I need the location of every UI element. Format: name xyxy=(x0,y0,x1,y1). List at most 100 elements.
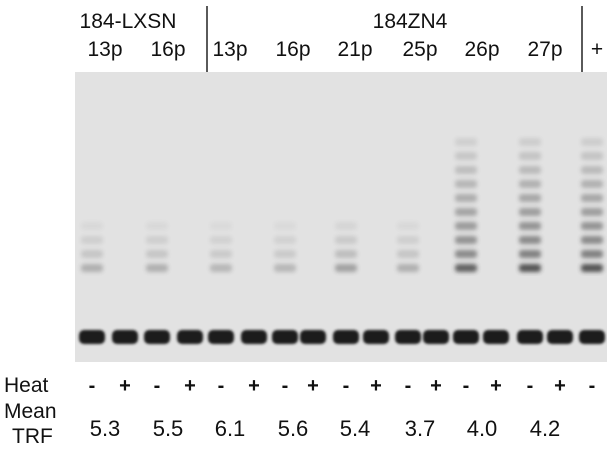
ladder-band xyxy=(210,250,232,258)
heat-signs: - + - + - + - + - + - + - + - + - xyxy=(89,375,596,397)
heat-sign: + xyxy=(119,375,131,397)
ladder-band xyxy=(455,138,477,146)
trf-value: 4.2 xyxy=(530,416,561,441)
ladder-band xyxy=(81,250,103,258)
primer-band xyxy=(300,330,326,344)
heat-sign: - xyxy=(343,375,350,397)
ladder-band xyxy=(210,222,232,230)
ladder-band xyxy=(519,180,541,188)
ladder-band xyxy=(519,236,541,244)
primer-band xyxy=(453,330,479,344)
heat-sign: - xyxy=(154,375,161,397)
trf-value: 6.1 xyxy=(215,416,246,441)
trf-label: Mean xyxy=(4,400,57,423)
ladder-band xyxy=(146,236,168,244)
ladder-band xyxy=(455,208,477,216)
primer-band xyxy=(333,330,359,344)
ladder-band xyxy=(581,138,603,146)
ladder-band xyxy=(146,222,168,230)
heat-sign: + xyxy=(307,375,319,397)
ladder-band xyxy=(146,250,168,258)
heat-label: Heat xyxy=(4,374,49,397)
ladder-band xyxy=(335,236,357,244)
lane-label: + xyxy=(591,38,603,61)
primer-band xyxy=(177,330,203,344)
heat-sign: - xyxy=(527,375,534,397)
primer-band xyxy=(363,330,389,344)
trf-value: 5.6 xyxy=(278,416,309,441)
trf-value: 5.3 xyxy=(90,416,121,441)
ladder-band xyxy=(210,236,232,244)
primer-band xyxy=(144,330,170,344)
ladder-band xyxy=(455,180,477,188)
primer-band xyxy=(272,330,298,344)
ladder-band xyxy=(519,250,541,258)
ladder-band xyxy=(274,222,296,230)
ladder-band xyxy=(455,166,477,174)
primer-band xyxy=(208,330,234,344)
primer-band xyxy=(579,330,605,344)
heat-sign: + xyxy=(430,375,442,397)
lane-label: 21p xyxy=(337,38,372,61)
ladder-band xyxy=(581,250,603,258)
ladder-band xyxy=(519,208,541,216)
ladder-band xyxy=(581,264,603,272)
heat-sign: + xyxy=(554,375,566,397)
ladder-band xyxy=(81,264,103,272)
ladder-band xyxy=(455,152,477,160)
ladder-band xyxy=(335,222,357,230)
heat-sign: + xyxy=(248,375,260,397)
group-label: 184ZN4 xyxy=(373,10,448,33)
ladder-band xyxy=(581,194,603,202)
trf-value: 3.7 xyxy=(405,416,436,441)
heat-sign: + xyxy=(490,375,502,397)
heat-sign: + xyxy=(370,375,382,397)
primer-band xyxy=(517,330,543,344)
ladder-band xyxy=(519,222,541,230)
lane-label: 13p xyxy=(212,38,247,61)
ladder-band xyxy=(274,250,296,258)
ladder-band xyxy=(519,264,541,272)
ladder-band xyxy=(581,236,603,244)
ladder-band xyxy=(455,236,477,244)
lane-label: 16p xyxy=(275,38,310,61)
trf-value: 5.4 xyxy=(340,416,371,441)
ladder-band xyxy=(81,222,103,230)
ladder-band xyxy=(455,194,477,202)
ladder-band xyxy=(397,250,419,258)
ladder-band xyxy=(397,222,419,230)
ladder-band xyxy=(146,264,168,272)
group-label: 184-LXSN xyxy=(80,10,177,33)
heat-sign: - xyxy=(218,375,225,397)
trf-label: TRF xyxy=(12,425,53,447)
ladder-band xyxy=(274,264,296,272)
lane-label: 27p xyxy=(527,38,562,61)
lane-label: 16p xyxy=(150,38,185,61)
ladder-band xyxy=(581,152,603,160)
ladder-band xyxy=(581,166,603,174)
primer-band xyxy=(79,330,105,344)
lane-label: 26p xyxy=(464,38,499,61)
heat-sign: - xyxy=(589,375,596,397)
ladder-band xyxy=(335,250,357,258)
primer-band xyxy=(395,330,421,344)
heat-sign: + xyxy=(184,375,196,397)
heat-sign: - xyxy=(405,375,412,397)
lane-label: 25p xyxy=(402,38,437,61)
lane-labels: 13p 16p 13p 16p 21p 25p 26p 27p + xyxy=(87,38,603,61)
ladder-band xyxy=(81,236,103,244)
primer-band xyxy=(483,330,509,344)
heat-sign: - xyxy=(89,375,96,397)
ladder-band xyxy=(581,208,603,216)
gel xyxy=(75,72,607,362)
primer-band xyxy=(547,330,573,344)
primer-band xyxy=(112,330,138,344)
ladder-band xyxy=(455,250,477,258)
ladder-band xyxy=(455,222,477,230)
trf-value: 5.5 xyxy=(153,416,184,441)
lane-label: 13p xyxy=(87,38,122,61)
primer-band xyxy=(241,330,267,344)
trf-values: 5.3 5.5 6.1 5.6 5.4 3.7 4.0 4.2 xyxy=(90,416,561,441)
heat-sign: - xyxy=(282,375,289,397)
